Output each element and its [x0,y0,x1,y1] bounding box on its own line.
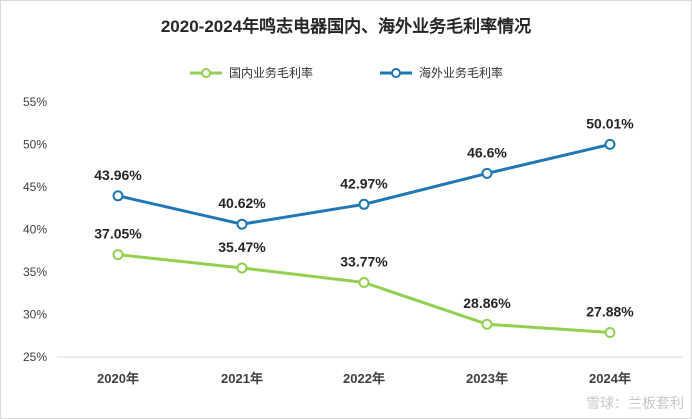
data-label: 40.62% [218,195,266,211]
legend-marker-domestic [201,68,211,78]
legend-label-domestic: 国内业务毛利率 [229,65,313,80]
series-point [481,167,493,179]
legend-label-overseas: 海外业务毛利率 [419,65,503,80]
y-tick-label: 45% [23,180,47,194]
series-point [236,262,248,274]
series-point [604,327,616,338]
legend: 国内业务毛利率 海外业务毛利率 [190,65,503,80]
legend-item-overseas: 海外业务毛利率 [380,65,503,80]
x-axis: 2020年 2021年 2022年 2023年 2024年 [97,371,631,386]
chart-title: 2020-2024年鸣志电器国内、海外业务毛利率情况 [161,16,531,36]
series-point [358,198,370,210]
y-axis: 25% 30% 35% 40% 45% 50% 55% [23,95,47,364]
series-point [236,218,248,230]
legend-item-domestic: 国内业务毛利率 [190,65,313,80]
series-layer: 37.05% 35.47% 33.77% 28.86% 27.88% 43.96% 40.6… [94,115,634,338]
x-tick-label: 2022年 [343,371,385,386]
data-label: 28.86% [463,295,511,311]
series-point [112,249,124,261]
series-point [112,190,124,202]
series-point [481,318,493,330]
data-label: 35.47% [218,239,266,255]
x-tick-label: 2023年 [466,371,508,386]
data-label: 42.97% [340,175,388,191]
watermark: 雪球：兰板套利 [586,396,684,412]
y-tick-label: 25% [23,350,47,364]
data-label: 37.05% [94,226,142,242]
x-tick-label: 2020年 [97,371,139,386]
series-point [358,277,370,288]
series-point [604,138,616,150]
y-tick-label: 40% [23,223,47,237]
y-tick-label: 30% [23,308,47,322]
data-label: 46.6% [467,144,507,160]
data-label: 33.77% [340,254,388,270]
legend-marker-overseas [391,68,401,78]
y-tick-label: 35% [23,265,47,279]
y-tick-label: 50% [23,138,47,152]
x-tick-label: 2021年 [221,371,263,386]
y-tick-label: 55% [23,95,47,109]
data-label: 43.96% [94,167,142,183]
x-tick-label: 2024年 [589,371,631,386]
data-label: 50.01% [586,115,634,131]
data-label: 27.88% [586,304,634,320]
